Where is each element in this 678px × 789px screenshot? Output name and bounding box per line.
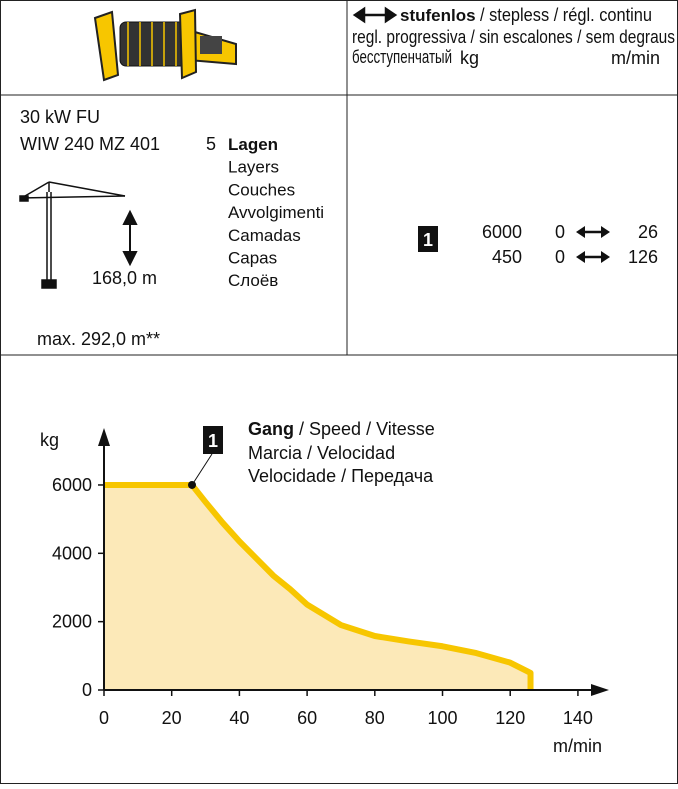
y-axis-arrow xyxy=(98,428,110,446)
y-tick-label: 4000 xyxy=(52,543,92,563)
height: 168,0 m xyxy=(92,268,157,288)
range-arrow xyxy=(601,226,610,238)
annotation-badge xyxy=(203,426,223,454)
area-fill xyxy=(104,484,531,690)
layer-label: Layers xyxy=(228,158,279,177)
range-arrow xyxy=(576,226,585,238)
header-text: stufenlos xyxy=(400,6,476,25)
range-arrow xyxy=(601,251,610,263)
annotation-marker: 1 xyxy=(208,431,218,451)
x-tick-label: 40 xyxy=(229,708,249,728)
power: 30 kW FU xyxy=(20,107,100,127)
speed-max-cell: 26 xyxy=(638,222,658,242)
speed-min-cell: 0 xyxy=(555,222,565,242)
speed-max-cell: 126 xyxy=(628,247,658,267)
annotation-text: Marcia / Velocidad xyxy=(248,443,395,463)
gear-badge xyxy=(418,226,438,252)
y-tick-label: 2000 xyxy=(52,612,92,632)
layers-count: 5 xyxy=(206,134,216,154)
x-tick-label: 140 xyxy=(563,708,593,728)
annotation-leader xyxy=(191,453,213,486)
header-unit: kg xyxy=(460,48,479,68)
x-tick-label: 0 xyxy=(99,708,109,728)
load-curve xyxy=(104,481,534,690)
range-arrow xyxy=(576,251,585,263)
annotation-text: Velocidade / Передача xyxy=(248,466,434,486)
gear-label: 1 xyxy=(423,230,433,250)
annotation-bold: Gang xyxy=(248,419,294,439)
layer-label: Avvolgimenti xyxy=(228,203,324,222)
x-tick-label: 80 xyxy=(365,708,385,728)
annotation-rest: / Speed / Vitesse xyxy=(294,419,435,439)
y-tick-label: 6000 xyxy=(52,475,92,495)
x-axis-arrow xyxy=(591,684,609,696)
load-cell: 450 xyxy=(492,247,522,267)
layer-label: Couches xyxy=(228,180,295,199)
y-axis-label: kg xyxy=(40,430,59,450)
layer-label: Lagen xyxy=(228,135,278,154)
header-unit: m/min xyxy=(611,48,660,68)
crane-icon xyxy=(19,181,126,289)
layer-label: Слоёв xyxy=(228,271,278,290)
speed-min-cell: 0 xyxy=(555,247,565,267)
winch-icon xyxy=(93,8,237,82)
x-tick-label: 60 xyxy=(297,708,317,728)
x-tick-label: 120 xyxy=(495,708,525,728)
layer-label: Capas xyxy=(228,249,277,268)
x-axis-label: m/min xyxy=(553,736,602,756)
header-text: regl. progressiva / sin escalones / sem … xyxy=(352,27,675,47)
y-tick-label: 0 xyxy=(82,680,92,700)
max-height: max. 292,0 m** xyxy=(37,329,160,349)
load-cell: 6000 xyxy=(482,222,522,242)
x-tick-label: 100 xyxy=(427,708,457,728)
annotation-text: Gang / Speed / Vitesse xyxy=(248,419,435,439)
model: WIW 240 MZ 401 xyxy=(20,134,160,154)
header-text: / stepless / régl. continu xyxy=(480,5,652,25)
layer-label: Camadas xyxy=(228,226,301,245)
height-arrow xyxy=(122,209,138,267)
header-text: бесступенчатый xyxy=(352,47,452,67)
double-arrow-icon xyxy=(352,6,398,24)
x-tick-label: 20 xyxy=(162,708,182,728)
